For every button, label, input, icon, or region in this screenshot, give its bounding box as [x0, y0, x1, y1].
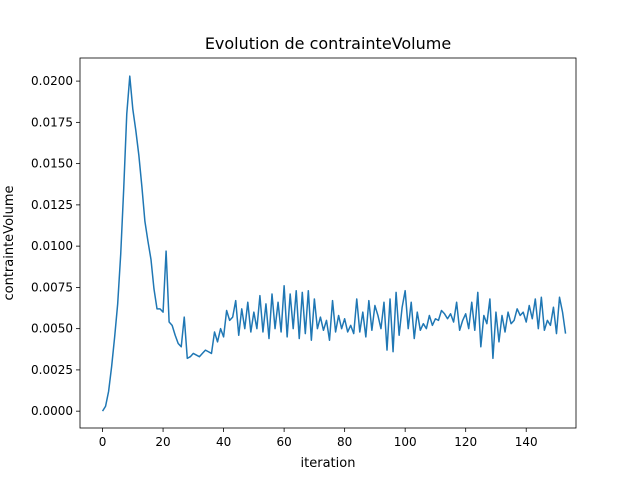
y-tick-label: 0.0200: [31, 74, 73, 88]
y-tick-label: 0.0050: [31, 322, 73, 336]
x-tick-label: 80: [337, 435, 352, 449]
y-axis-ticks: 0.0000 0.0025 0.0050 0.0075 0.0100 0.0125 0.01…: [31, 74, 80, 418]
x-axis-label: iteration: [301, 456, 356, 471]
y-tick-label: 0.0125: [31, 198, 73, 212]
x-tick-label: 140: [515, 435, 538, 449]
x-tick-label: 0: [99, 435, 107, 449]
y-tick-label: 0.0075: [31, 280, 73, 294]
y-tick-label: 0.0175: [31, 115, 73, 129]
x-tick-label: 100: [394, 435, 417, 449]
y-tick-label: 0.0100: [31, 239, 73, 253]
x-tick-label: 60: [276, 435, 291, 449]
chart-title: Evolution de contrainteVolume: [205, 34, 451, 53]
series-line-contraintevolume: [101, 75, 567, 412]
x-tick-label: 40: [216, 435, 231, 449]
x-tick-label: 20: [155, 435, 170, 449]
y-tick-label: 0.0000: [31, 404, 73, 418]
x-axis-ticks: 0 20 40 60 80 100 120 140: [99, 428, 538, 449]
x-tick-label: 120: [454, 435, 477, 449]
y-tick-label: 0.0025: [31, 363, 73, 377]
plot-frame: [79, 57, 577, 429]
plot-area: [80, 58, 576, 428]
y-tick-label: 0.0150: [31, 157, 73, 171]
y-axis-label: contrainteVolume: [2, 185, 17, 300]
